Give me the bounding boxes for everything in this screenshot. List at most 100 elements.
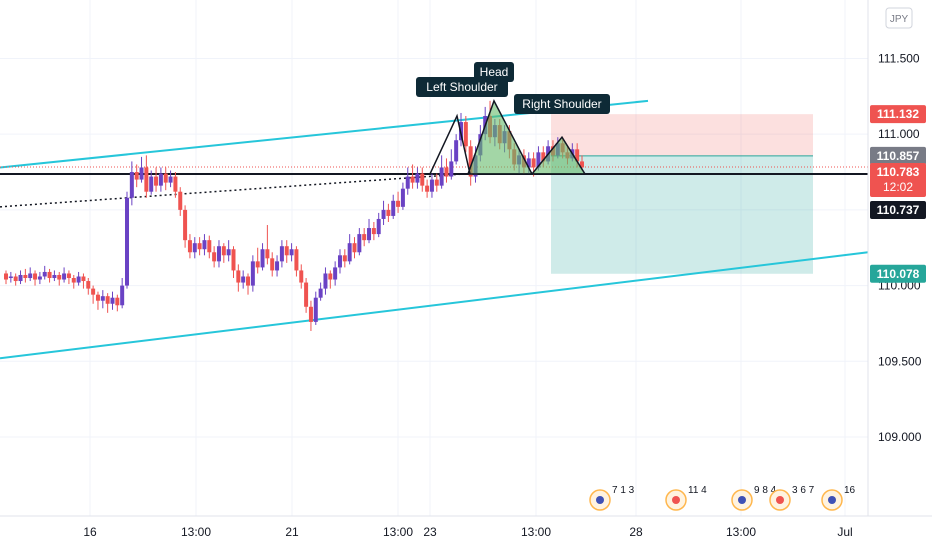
candle-body — [289, 249, 294, 256]
annotation-box — [474, 62, 514, 82]
candle-body — [81, 276, 86, 282]
candle-body — [391, 200, 396, 216]
event-flag-icon — [776, 496, 784, 504]
candle-body — [28, 273, 33, 279]
candle-body — [415, 173, 420, 183]
currency-badge[interactable] — [885, 7, 913, 29]
candle-body — [333, 267, 338, 280]
candle-body — [216, 246, 221, 262]
event-count: 3 6 7 — [792, 485, 815, 496]
price-tag-box — [870, 105, 926, 124]
x-tick-label: 13:00 — [726, 525, 756, 539]
candle-body — [52, 274, 57, 279]
candle-body — [86, 281, 91, 289]
candle-body — [23, 274, 28, 279]
price-tag-value: 110.078 — [877, 267, 920, 281]
candle-body — [376, 218, 381, 235]
take-profit-zone — [551, 155, 813, 274]
candle-body — [231, 249, 236, 271]
candle-body — [246, 276, 251, 286]
annotation-label: Head — [480, 65, 509, 79]
candle-body — [226, 249, 231, 256]
event-flag-icon — [596, 496, 604, 504]
candle-body — [386, 209, 391, 216]
left-shoulder-shape — [429, 113, 471, 175]
candle-body — [134, 172, 139, 180]
candle-body — [420, 173, 425, 186]
price-tag-box — [870, 146, 926, 165]
event-flag-icon — [672, 496, 680, 504]
candle-body — [270, 258, 275, 271]
stop-loss-zone — [551, 114, 813, 156]
position-zones — [551, 114, 813, 274]
candle-body — [163, 173, 168, 183]
time-axis[interactable]: 16 13:00 21 13:00 23 13:00 28 13:00 Jul — [83, 525, 852, 539]
candle-body — [580, 161, 584, 168]
channel-lower — [0, 251, 869, 360]
candle-body — [449, 161, 454, 177]
candle-body — [33, 273, 38, 280]
candle-body — [192, 243, 197, 253]
price-tag-box — [870, 200, 926, 219]
candle-body — [468, 146, 473, 177]
x-tick-label: 21 — [285, 525, 299, 539]
price-tag-value: 110.783 — [877, 165, 920, 179]
event-count: 7 1 3 — [612, 485, 635, 496]
price-tag-value: 111.132 — [877, 107, 919, 121]
event-count: 11 4 — [688, 485, 707, 496]
candle-body — [250, 261, 255, 286]
candle-body — [149, 176, 154, 192]
candle-body — [202, 240, 207, 250]
candle-body — [308, 306, 313, 322]
candle-body — [8, 276, 13, 279]
candle-body — [429, 179, 434, 192]
candle-body — [158, 173, 163, 186]
candle-body — [4, 273, 8, 280]
event-flag-icon — [828, 496, 836, 504]
candle-body — [328, 273, 333, 280]
candle-body — [367, 228, 372, 241]
candle-body — [425, 185, 430, 192]
x-tick-label: 28 — [629, 525, 643, 539]
event-count: 9 8 4 — [754, 485, 777, 496]
candle-body — [71, 278, 76, 283]
candle-body — [342, 255, 347, 262]
candle-body — [76, 276, 81, 283]
candle-body — [18, 274, 23, 282]
candle-body — [357, 234, 362, 253]
candle-body — [352, 243, 357, 253]
price-tag-box — [870, 264, 926, 283]
candle-body — [444, 167, 449, 177]
x-tick-label: 23 — [423, 525, 437, 539]
candle-body — [347, 243, 352, 262]
candle-body — [207, 240, 212, 253]
x-tick-label: 13:00 — [521, 525, 551, 539]
candle-body — [304, 282, 309, 307]
candle-body — [125, 197, 130, 286]
economic-events: 7 1 3 11 4 9 8 4 3 6 7 16 — [589, 485, 856, 511]
x-tick-label: 13:00 — [181, 525, 211, 539]
head-shape — [466, 98, 534, 175]
candle-body — [57, 274, 62, 280]
candle-body — [62, 273, 67, 280]
candle-body — [197, 243, 202, 250]
head-shoulders-pattern — [429, 98, 587, 175]
candle-body — [139, 167, 144, 180]
candle-body — [299, 270, 304, 283]
dotted-trendline — [0, 172, 471, 208]
event-count: 16 — [844, 485, 856, 496]
y-tick-label: 111.000 — [878, 127, 920, 141]
price-tag-box — [870, 163, 926, 198]
candle-body — [37, 276, 42, 280]
candle-body — [337, 255, 342, 268]
candle-body — [294, 249, 299, 271]
candle-body — [42, 271, 47, 277]
x-tick-label: Jul — [837, 525, 852, 539]
y-tick-label: 111.500 — [878, 51, 920, 65]
candle-body — [265, 249, 270, 259]
candle-body — [434, 179, 439, 186]
price-tag-countdown: 12:02 — [883, 180, 913, 194]
candle-body — [536, 152, 541, 168]
candle-body — [313, 297, 318, 322]
